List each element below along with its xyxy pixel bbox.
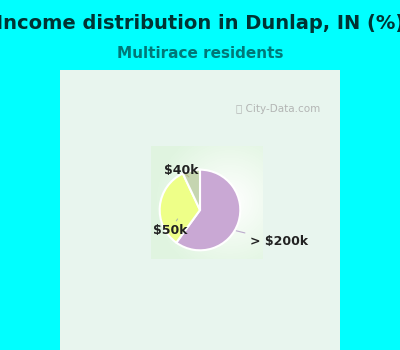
Wedge shape [176, 170, 240, 250]
Wedge shape [160, 174, 200, 243]
Wedge shape [183, 170, 200, 210]
FancyBboxPatch shape [60, 70, 340, 350]
Text: $40k: $40k [164, 164, 199, 177]
Text: ⓘ City-Data.com: ⓘ City-Data.com [236, 104, 320, 114]
Text: Income distribution in Dunlap, IN (%): Income distribution in Dunlap, IN (%) [0, 14, 400, 33]
Text: Multirace residents: Multirace residents [117, 46, 283, 61]
Text: > $200k: > $200k [236, 231, 308, 248]
Text: $50k: $50k [153, 219, 188, 237]
